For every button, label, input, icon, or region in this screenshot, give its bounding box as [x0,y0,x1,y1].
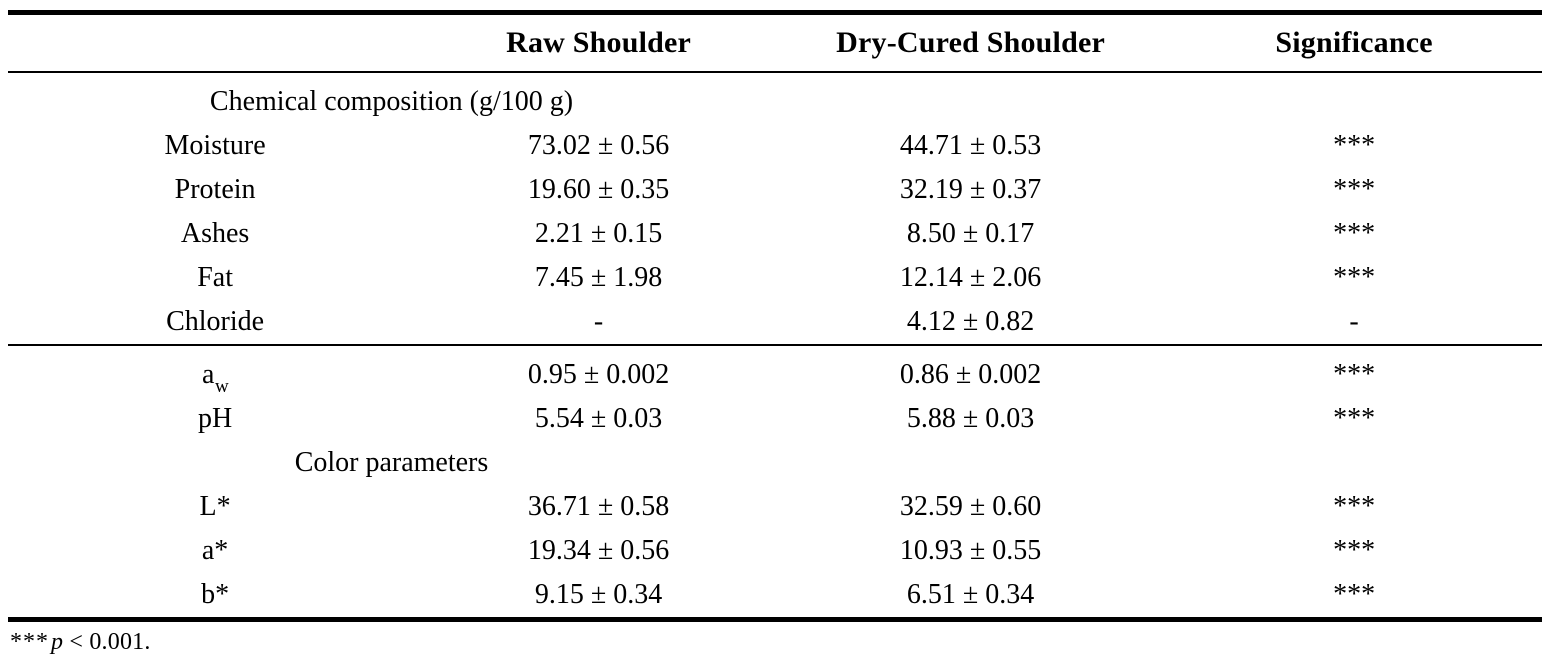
dry-cured-value: 0.86 ± 0.002 [899,359,1042,390]
paper-table-page: Raw Shoulder Dry-Cured Shoulder Signific… [0,10,1550,670]
parameter-label: a* [201,535,229,566]
section-row-color-parameters: Color parameters [8,441,1542,485]
significance-value: *** [1333,262,1376,293]
empty-cell [1166,72,1542,124]
section-row-chemical-composition: Chemical composition (g/100 g) [8,72,1542,124]
table-row-ashes: Ashes 2.21 ± 0.15 8.50 ± 0.17 *** [8,212,1542,256]
parameter-label: b* [201,579,230,610]
dry-cured-value: 5.88 ± 0.03 [906,403,1035,434]
header-significance: Significance [1166,12,1542,73]
raw-shoulder-value: 9.15 ± 0.34 [534,579,663,610]
raw-shoulder-value: 36.71 ± 0.58 [527,491,670,522]
chemical-composition-block: Chemical composition (g/100 g) Moisture … [8,72,1542,346]
dry-cured-value: 12.14 ± 2.06 [899,262,1042,293]
raw-shoulder-value: 7.45 ± 1.98 [534,262,663,293]
section-label: Chemical composition (g/100 g) [209,86,574,117]
table-row-fat: Fat 7.45 ± 1.98 12.14 ± 2.06 *** [8,256,1542,300]
parameter-label: Chloride [8,300,423,346]
footnote-p-symbol: p [51,629,64,655]
parameter-label: pH [197,403,233,434]
header-row: Raw Shoulder Dry-Cured Shoulder Signific… [8,12,1542,73]
significance-value: *** [1333,174,1376,205]
significance-value: *** [1333,359,1376,390]
significance-value: - [1166,300,1542,346]
significance-value: *** [1333,579,1376,610]
section-label: Color parameters [294,447,489,478]
table-row-a-star: a* 19.34 ± 0.56 10.93 ± 0.55 *** [8,529,1542,573]
dry-cured-value: 44.71 ± 0.53 [899,130,1042,161]
header-parameter-blank [8,12,423,73]
dry-cured-value: 10.93 ± 0.55 [899,535,1042,566]
table-row-b-star: b* 9.15 ± 0.34 6.51 ± 0.34 *** [8,573,1542,620]
table-row-protein: Protein 19.60 ± 0.35 32.19 ± 0.37 *** [8,168,1542,212]
empty-cell [1166,441,1542,485]
header-dry-cured-shoulder: Dry-Cured Shoulder [774,12,1167,73]
significance-value: *** [1333,535,1376,566]
parameter-label: Fat [197,262,233,293]
dry-cured-value: 8.50 ± 0.17 [906,218,1035,249]
table-row-l-star: L* 36.71 ± 0.58 32.59 ± 0.60 *** [8,485,1542,529]
table-row-moisture: Moisture 73.02 ± 0.56 44.71 ± 0.53 *** [8,124,1542,168]
parameter-label-aw: aw [8,345,422,397]
table-row-aw: aw 0.95 ± 0.002 0.86 ± 0.002 *** [8,345,1542,397]
raw-shoulder-value: - [422,300,775,346]
significance-value: *** [1333,403,1376,434]
table-header: Raw Shoulder Dry-Cured Shoulder Signific… [8,12,1542,73]
aw-base: a [201,359,215,390]
raw-shoulder-value: 0.95 ± 0.002 [527,359,670,390]
header-raw-shoulder: Raw Shoulder [422,12,775,73]
dry-cured-value: 32.19 ± 0.37 [899,174,1042,205]
parameter-label: L* [199,491,231,522]
dry-cured-value: 4.12 ± 0.82 [774,300,1167,346]
significance-value: *** [1333,491,1376,522]
table-row-chloride: Chloride - 4.12 ± 0.82 - [8,300,1542,346]
physicochemical-color-block: aw 0.95 ± 0.002 0.86 ± 0.002 *** pH 5.54… [8,345,1542,620]
parameter-label: Ashes [180,218,250,249]
parameter-label: Protein [174,174,256,205]
parameter-label: Moisture [164,130,266,161]
raw-shoulder-value: 19.60 ± 0.35 [527,174,670,205]
empty-cell [775,441,1166,485]
significance-value: *** [1333,218,1376,249]
empty-cell [775,72,1166,124]
footnote-condition: < 0.001. [69,629,151,655]
aw-subscript: w [214,375,229,397]
raw-shoulder-value: 5.54 ± 0.03 [534,403,663,434]
raw-shoulder-value: 19.34 ± 0.56 [527,535,670,566]
results-table: Raw Shoulder Dry-Cured Shoulder Signific… [8,10,1542,622]
significance-footnote: ***p < 0.001. [10,629,1550,656]
dry-cured-value: 6.51 ± 0.34 [906,579,1035,610]
significance-value: *** [1333,130,1376,161]
raw-shoulder-value: 73.02 ± 0.56 [527,130,670,161]
footnote-marker: *** [10,629,49,655]
dry-cured-value: 32.59 ± 0.60 [899,491,1042,522]
raw-shoulder-value: 2.21 ± 0.15 [534,218,663,249]
table-row-ph: pH 5.54 ± 0.03 5.88 ± 0.03 *** [8,397,1542,441]
